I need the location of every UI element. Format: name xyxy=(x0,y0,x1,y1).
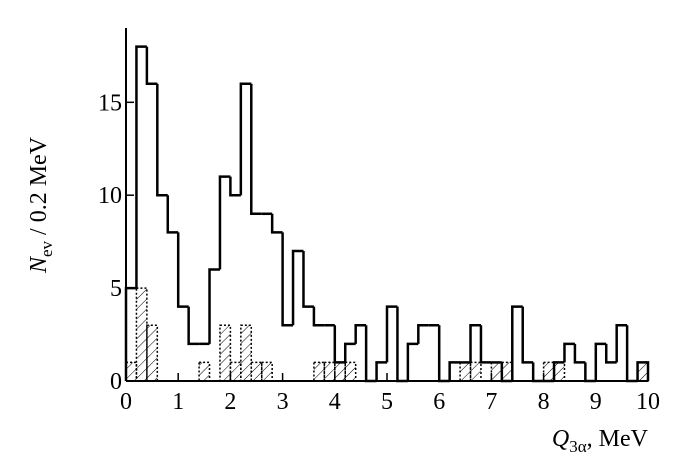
bar xyxy=(145,46,158,85)
x-tick-label: 9 xyxy=(590,389,602,415)
x-tick-label: 10 xyxy=(636,389,660,415)
x-tick-label: 1 xyxy=(172,389,184,415)
x-tick-label: 7 xyxy=(485,389,497,415)
y-tick-label: 15 xyxy=(98,90,122,116)
bar xyxy=(604,343,617,364)
background-bar xyxy=(553,361,566,382)
bar xyxy=(417,324,429,344)
bar xyxy=(208,268,220,344)
background-bar xyxy=(125,361,138,382)
bar xyxy=(291,249,304,326)
background-bar xyxy=(229,361,242,382)
bar xyxy=(124,286,137,381)
x-tick-label: 5 xyxy=(381,389,393,415)
x-label-subscript: 3α xyxy=(569,437,587,456)
bar xyxy=(625,325,638,383)
x-tick-label: 6 xyxy=(433,389,445,415)
background-bar xyxy=(344,361,357,382)
bar xyxy=(187,306,200,346)
bar xyxy=(312,306,325,327)
bar xyxy=(437,325,450,383)
bar xyxy=(239,82,252,196)
background-bar xyxy=(135,287,148,382)
bar xyxy=(270,213,283,234)
bar xyxy=(615,324,628,363)
y-tick-label: 10 xyxy=(98,183,122,209)
background-bar xyxy=(636,361,649,382)
bar xyxy=(531,362,544,383)
bar xyxy=(584,362,596,383)
background-bar xyxy=(146,324,159,382)
bar xyxy=(135,45,147,289)
bar xyxy=(250,83,262,216)
bar xyxy=(594,342,607,381)
x-tick-label: 4 xyxy=(329,389,341,415)
bar xyxy=(333,325,346,364)
bar xyxy=(302,250,314,308)
x-tick-label: 3 xyxy=(277,389,289,415)
background-bar xyxy=(501,361,514,382)
bar xyxy=(375,361,387,381)
bar xyxy=(156,83,168,197)
bar xyxy=(343,342,356,363)
bar xyxy=(479,325,492,364)
background-bar xyxy=(260,361,273,382)
bar xyxy=(469,324,481,363)
background-bar xyxy=(469,361,482,382)
bar xyxy=(229,176,241,197)
background-bar xyxy=(219,324,232,382)
x-axis-label: Q3α, MeV xyxy=(552,426,649,456)
background-bar xyxy=(490,361,503,382)
bar xyxy=(176,232,189,308)
x-label-rest: , MeV xyxy=(587,426,649,452)
bar xyxy=(511,305,523,381)
bar xyxy=(166,195,179,234)
background-bar xyxy=(334,361,346,382)
x-tick-label: 0 xyxy=(120,389,132,415)
bar xyxy=(636,361,650,381)
x-tick-label: 8 xyxy=(538,389,550,415)
bar xyxy=(500,362,513,383)
y-axis-label: Nev / 0.2 MeV xyxy=(26,136,56,274)
y-label-subscript: ev xyxy=(37,240,56,257)
y-tick-label: 0 xyxy=(110,369,122,395)
bar xyxy=(573,343,586,364)
background-bar xyxy=(323,361,336,382)
background-bar xyxy=(250,361,263,382)
background-bar xyxy=(240,324,253,382)
bar xyxy=(364,325,377,383)
background-bar xyxy=(313,361,326,382)
bar xyxy=(396,306,408,383)
background-bar xyxy=(459,361,472,382)
bar xyxy=(385,305,398,363)
bar xyxy=(563,342,575,363)
y-tick-label: 5 xyxy=(110,276,122,302)
bar xyxy=(448,361,461,381)
y-label-rest: / 0.2 MeV xyxy=(26,136,52,241)
plot-area: 0 1 2 3 4 5 6 7 8 9 10 0 5 10 15 xyxy=(98,28,660,415)
x-tick-label: 2 xyxy=(224,389,236,415)
bar xyxy=(354,324,367,344)
background-bar xyxy=(542,361,555,382)
bar xyxy=(406,342,419,381)
bar xyxy=(521,306,534,364)
bar xyxy=(218,175,231,270)
bar xyxy=(281,232,294,327)
background-bar xyxy=(198,361,211,382)
y-label-symbol: N xyxy=(26,255,52,274)
bar xyxy=(552,361,565,381)
x-label-symbol: Q xyxy=(552,426,569,452)
